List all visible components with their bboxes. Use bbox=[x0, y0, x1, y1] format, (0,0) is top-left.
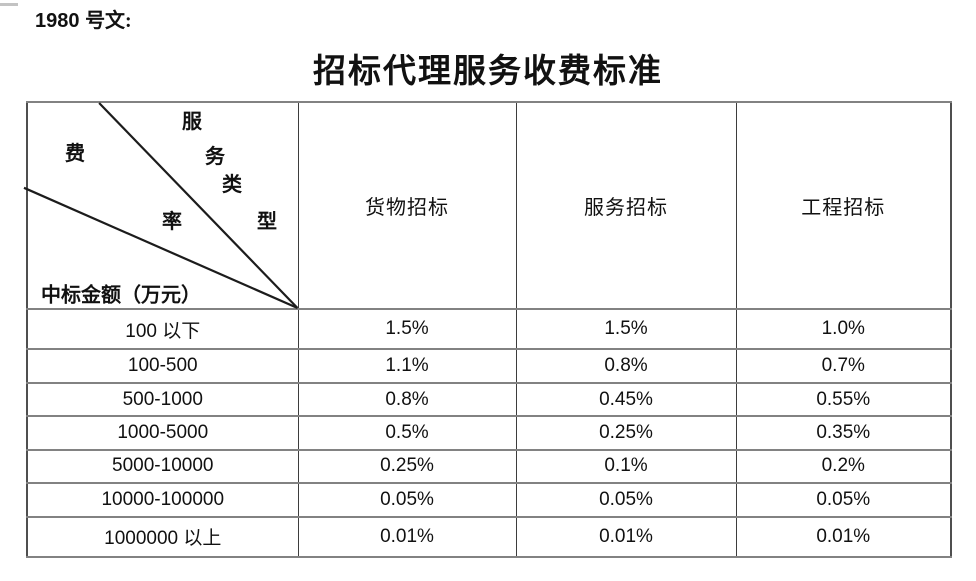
table-row: 1000-5000 0.5% 0.25% 0.35% bbox=[26, 415, 952, 451]
fee-value: 0.8% bbox=[297, 381, 517, 418]
fee-value: 1.1% bbox=[297, 348, 517, 384]
corner-service-char-2: 务 bbox=[205, 146, 225, 168]
fee-value: 0.05% bbox=[297, 482, 517, 518]
table-row: 5000-10000 0.25% 0.1% 0.2% bbox=[26, 448, 952, 485]
fee-value: 0.01% bbox=[515, 515, 737, 559]
row-range-label: 1000000 以上 bbox=[26, 515, 299, 559]
fee-value: 0.05% bbox=[515, 482, 737, 518]
column-header-services: 服务招标 bbox=[515, 101, 737, 310]
row-range-label: 5000-10000 bbox=[26, 448, 299, 485]
corner-fee-char: 费 bbox=[65, 143, 85, 165]
row-range-label: 1000-5000 bbox=[26, 415, 299, 451]
fee-value: 0.25% bbox=[515, 415, 737, 451]
header-row: 费 率 服 务 类 型 中标金额（万元） 货物招标 服务招标 工程招标 bbox=[23, 101, 952, 310]
corner-service-char-1: 服 bbox=[182, 111, 202, 133]
fee-value: 0.45% bbox=[515, 381, 737, 418]
row-range-label: 100-500 bbox=[26, 348, 299, 384]
corner-rate-char: 率 bbox=[162, 211, 182, 233]
corner-service-char-4: 型 bbox=[257, 211, 277, 233]
corner-service-char-3: 类 bbox=[222, 174, 242, 196]
fee-value: 0.25% bbox=[297, 448, 517, 485]
fee-value: 0.5% bbox=[297, 415, 517, 451]
fee-standard-table: 费 率 服 务 类 型 中标金额（万元） 货物招标 服务招标 工程招标 100 … bbox=[23, 101, 952, 559]
fee-value: 0.01% bbox=[297, 515, 517, 559]
fee-value: 0.35% bbox=[735, 415, 952, 451]
page-title: 招标代理服务收费标准 bbox=[313, 54, 663, 90]
table-row: 100 以下 1.5% 1.5% 1.0% bbox=[26, 307, 952, 351]
diagonal-divider-lines bbox=[23, 102, 299, 310]
fee-value: 0.05% bbox=[735, 482, 952, 518]
fee-value: 0.7% bbox=[735, 348, 952, 384]
table-row: 1000000 以上 0.01% 0.01% 0.01% bbox=[26, 515, 952, 559]
fee-value: 0.2% bbox=[735, 448, 952, 485]
column-header-engineering: 工程招标 bbox=[735, 101, 952, 310]
fee-value: 0.55% bbox=[735, 381, 952, 418]
table-row: 10000-100000 0.05% 0.05% 0.05% bbox=[26, 482, 952, 518]
fee-value: 0.1% bbox=[515, 448, 737, 485]
fee-value: 1.5% bbox=[515, 307, 737, 351]
fee-value: 1.5% bbox=[297, 307, 517, 351]
column-header-goods: 货物招标 bbox=[297, 101, 517, 310]
table-row: 100-500 1.1% 0.8% 0.7% bbox=[26, 348, 952, 384]
fee-value: 1.0% bbox=[735, 307, 952, 351]
row-range-label: 500-1000 bbox=[26, 381, 299, 418]
page-edge-mark bbox=[0, 3, 18, 6]
fee-value: 0.8% bbox=[515, 348, 737, 384]
table-corner-cell: 费 率 服 务 类 型 中标金额（万元） bbox=[23, 101, 299, 310]
doc-number-suffix: 号文: bbox=[85, 10, 132, 32]
doc-number-label: 1980 号文: bbox=[35, 4, 132, 33]
row-range-label: 10000-100000 bbox=[26, 482, 299, 518]
row-range-label: 100 以下 bbox=[26, 307, 299, 351]
amount-axis-label: 中标金额（万元） bbox=[41, 284, 201, 307]
fee-value: 0.01% bbox=[735, 515, 952, 559]
doc-number: 1980 bbox=[35, 10, 80, 32]
table-row: 500-1000 0.8% 0.45% 0.55% bbox=[26, 381, 952, 418]
